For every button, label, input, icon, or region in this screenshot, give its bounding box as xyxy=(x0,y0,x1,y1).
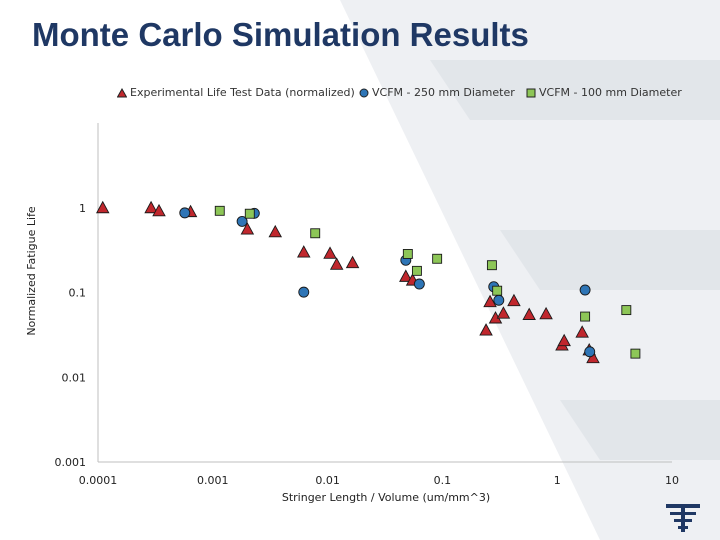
square-point xyxy=(310,228,321,239)
legend-item-experimental: Experimental Life Test Data (normalized) xyxy=(117,86,355,99)
triangle-point xyxy=(323,246,337,259)
x-axis-title: Stringer Length / Volume (um/mm^3) xyxy=(282,491,490,504)
circle-point xyxy=(236,215,248,227)
x-tick-label: 0.0001 xyxy=(79,474,118,487)
square-marker-icon xyxy=(526,88,536,97)
y-axis-title: Normalized Fatigue Life xyxy=(25,206,38,336)
triangle-point xyxy=(479,323,493,336)
y-tick-label: 0.1 xyxy=(69,287,87,300)
square-point xyxy=(244,208,255,219)
triangle-point xyxy=(240,222,255,235)
circle-point xyxy=(493,294,505,306)
circle-point xyxy=(579,284,591,296)
square-point xyxy=(486,260,497,271)
triangle-point xyxy=(575,325,589,338)
company-logo-icon xyxy=(666,504,700,532)
x-tick-label: 0.001 xyxy=(197,474,229,487)
triangle-point xyxy=(507,293,521,307)
triangle-point xyxy=(144,200,158,214)
triangle-point xyxy=(557,333,571,347)
triangle-point xyxy=(95,200,110,214)
circle-point xyxy=(584,346,596,358)
square-point xyxy=(432,253,443,264)
triangle-point xyxy=(152,203,166,217)
triangle-point xyxy=(483,294,497,308)
square-point xyxy=(492,285,503,296)
data-marks xyxy=(95,200,641,364)
triangle-point xyxy=(297,245,311,258)
page-title: Monte Carlo Simulation Results xyxy=(32,16,529,53)
circle-point xyxy=(298,286,310,298)
square-point xyxy=(402,249,413,259)
legend-label-experimental: Experimental Life Test Data (normalized) xyxy=(130,86,355,99)
triangle-point xyxy=(522,307,536,320)
triangle-point xyxy=(329,257,344,270)
triangle-marker-icon xyxy=(117,87,127,97)
circle-marker-icon xyxy=(359,88,369,97)
square-point xyxy=(580,311,591,322)
y-tick-label: 0.01 xyxy=(62,371,87,384)
triangle-point xyxy=(345,255,360,269)
x-tick-label: 1 xyxy=(554,474,561,487)
circle-point xyxy=(413,278,425,290)
square-point xyxy=(214,205,225,216)
x-tick-label: 10 xyxy=(665,474,679,487)
tick-labels: 0.0001 0.001 0.01 0.1 1 10 0.001 0.01 0.1 1 xyxy=(55,202,680,487)
chart-axes xyxy=(97,123,672,463)
square-point xyxy=(621,305,632,316)
triangle-point xyxy=(268,224,283,238)
chart-legend: Experimental Life Test Data (normalized)… xyxy=(0,84,720,102)
legend-item-vcfm-250: VCFM - 250 mm Diameter xyxy=(359,86,515,99)
y-tick-label: 1 xyxy=(79,202,86,215)
square-point xyxy=(630,348,641,359)
y-tick-label: 0.001 xyxy=(55,456,87,469)
triangle-point xyxy=(399,269,413,282)
legend-label-vcfm-100: VCFM - 100 mm Diameter xyxy=(539,86,682,99)
triangle-point xyxy=(586,350,600,364)
square-point xyxy=(411,265,422,276)
circle-point xyxy=(179,207,191,219)
x-tick-label: 0.01 xyxy=(315,474,340,487)
legend-item-vcfm-100: VCFM - 100 mm Diameter xyxy=(526,86,682,99)
x-tick-label: 0.1 xyxy=(434,474,452,487)
triangle-point xyxy=(539,306,553,320)
triangle-point xyxy=(496,306,511,319)
legend-label-vcfm-250: VCFM - 250 mm Diameter xyxy=(372,86,515,99)
